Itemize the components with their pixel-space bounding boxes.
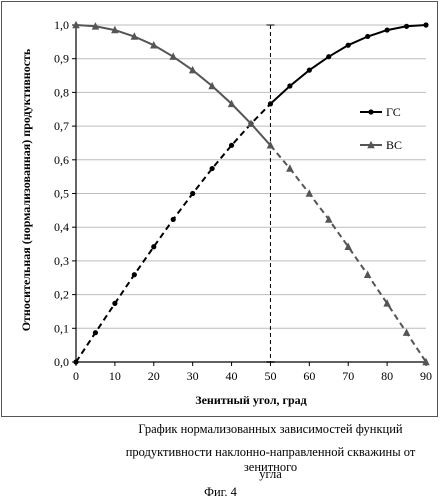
axes xyxy=(72,24,427,366)
point-gs-15 xyxy=(131,272,137,278)
productivity-chart: 0,0 0,1 0,2 0,3 0,4 0,5 0,6 0,7 0,8 0,9 1,0 0 10 20 3… xyxy=(19,18,432,407)
x-tick-label: 20 xyxy=(148,369,160,383)
point-vs-85 xyxy=(402,328,411,336)
point-vs-45 xyxy=(247,119,255,127)
point-gs-85 xyxy=(403,23,410,29)
series-gs xyxy=(73,22,429,365)
point-vs-15 xyxy=(130,32,139,40)
series-line-dashed xyxy=(75,103,272,363)
point-vs-90 xyxy=(422,357,430,366)
y-tick-labels: 0,0 0,1 0,2 0,3 0,4 0,5 0,6 0,7 0,8 0,9 1,0 xyxy=(54,18,69,369)
y-tick-label: 0,6 xyxy=(54,153,69,167)
y-tick-label: 0,8 xyxy=(54,85,69,99)
chart-frame xyxy=(1,1,438,417)
vertical-marker-line xyxy=(266,24,275,363)
point-vs-10 xyxy=(111,25,119,34)
y-tick-label: 0,0 xyxy=(54,355,69,369)
point-gs-50 xyxy=(267,101,274,107)
figure-label: Фиг. 4 xyxy=(204,485,237,499)
point-gs-25 xyxy=(170,216,176,223)
point-gs-70 xyxy=(345,42,351,48)
point-gs-60 xyxy=(306,67,312,73)
point-vs-20 xyxy=(150,40,158,49)
grid-lines xyxy=(76,24,426,363)
y-tick-label: 0,9 xyxy=(54,52,69,66)
y-tick-label: 0,1 xyxy=(54,321,69,335)
x-tick-label: 60 xyxy=(303,369,315,383)
y-tick-label: 0,2 xyxy=(54,288,69,302)
x-tick-label: 10 xyxy=(109,369,121,383)
x-tick-label: 70 xyxy=(342,369,354,383)
point-vs-65 xyxy=(325,215,333,223)
point-vs-35 xyxy=(208,81,216,90)
point-vs-60 xyxy=(305,189,314,197)
x-tick-labels: 0 10 20 30 40 50 60 70 80 90 xyxy=(73,369,432,383)
legend: ГС ВС xyxy=(360,105,402,152)
series-line-solid xyxy=(75,24,272,146)
x-tick-label: 30 xyxy=(187,369,199,383)
point-gs-90 xyxy=(423,22,429,28)
point-gs-35 xyxy=(209,165,215,172)
x-axis-label: Зенитный угол, град xyxy=(195,393,307,407)
point-vs-80 xyxy=(383,299,391,307)
point-gs-0 xyxy=(73,359,79,365)
y-axis-label: Относительная (нормализованная) продукти… xyxy=(19,48,33,331)
caption-line-2: продуктивности наклонно-направленной скв… xyxy=(125,445,416,474)
x-tick-label: 0 xyxy=(73,369,79,383)
series-group xyxy=(72,20,430,366)
x-tick-label: 50 xyxy=(264,369,276,383)
y-tick-label: 1,0 xyxy=(54,18,69,32)
point-vs-25 xyxy=(169,52,177,60)
legend-label: ГС xyxy=(386,105,401,119)
point-gs-65 xyxy=(326,54,332,60)
point-vs-30 xyxy=(188,65,197,74)
point-vs-55 xyxy=(286,164,294,172)
y-tick-label: 0,7 xyxy=(54,119,69,133)
x-tick-label: 40 xyxy=(226,369,238,383)
point-gs-30 xyxy=(190,190,196,197)
series-vs xyxy=(72,20,430,366)
point-gs-20 xyxy=(151,244,157,250)
y-tick-label: 0,3 xyxy=(54,254,69,268)
series-line-dashed xyxy=(269,144,427,363)
point-vs-0 xyxy=(72,20,80,29)
point-vs-75 xyxy=(363,270,372,278)
point-gs-75 xyxy=(365,33,371,40)
point-vs-5 xyxy=(91,22,100,30)
point-gs-80 xyxy=(384,27,390,33)
point-vs-40 xyxy=(227,99,236,108)
y-tick-label: 0,5 xyxy=(54,187,69,201)
point-gs-10 xyxy=(112,300,118,306)
point-legend-0 xyxy=(368,109,374,115)
y-tick-label: 0,4 xyxy=(54,220,69,234)
point-gs-40 xyxy=(228,142,235,148)
point-gs-55 xyxy=(287,83,293,89)
point-gs-5 xyxy=(92,330,99,336)
point-legend-1 xyxy=(367,140,375,149)
legend-label: ВС xyxy=(386,138,402,152)
x-tick-label: 90 xyxy=(420,369,432,383)
caption-line-1: График нормализованных зависимостей функ… xyxy=(138,422,403,436)
point-vs-70 xyxy=(344,242,352,250)
point-vs-50 xyxy=(266,141,275,149)
caption-line-3: угла xyxy=(259,467,282,481)
x-tick-label: 80 xyxy=(381,369,393,383)
